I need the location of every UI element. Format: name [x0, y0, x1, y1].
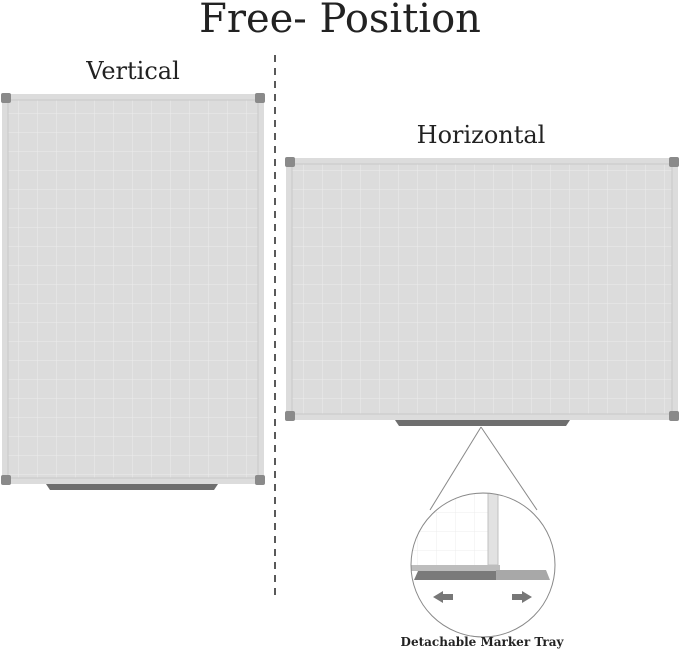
page-title: Free- Position [199, 0, 481, 42]
arrow-left-icon [433, 591, 453, 603]
vertical-whiteboard [1, 93, 265, 490]
marker-tray [46, 484, 218, 490]
tray-magnifier [410, 426, 556, 638]
tray-caption: Detachable Marker Tray [400, 635, 564, 649]
horizontal-whiteboard [285, 157, 679, 426]
horizontal-label: Horizontal [416, 121, 546, 149]
arrow-right-icon [512, 591, 532, 603]
vertical-label: Vertical [86, 57, 180, 85]
marker-tray [395, 420, 570, 426]
